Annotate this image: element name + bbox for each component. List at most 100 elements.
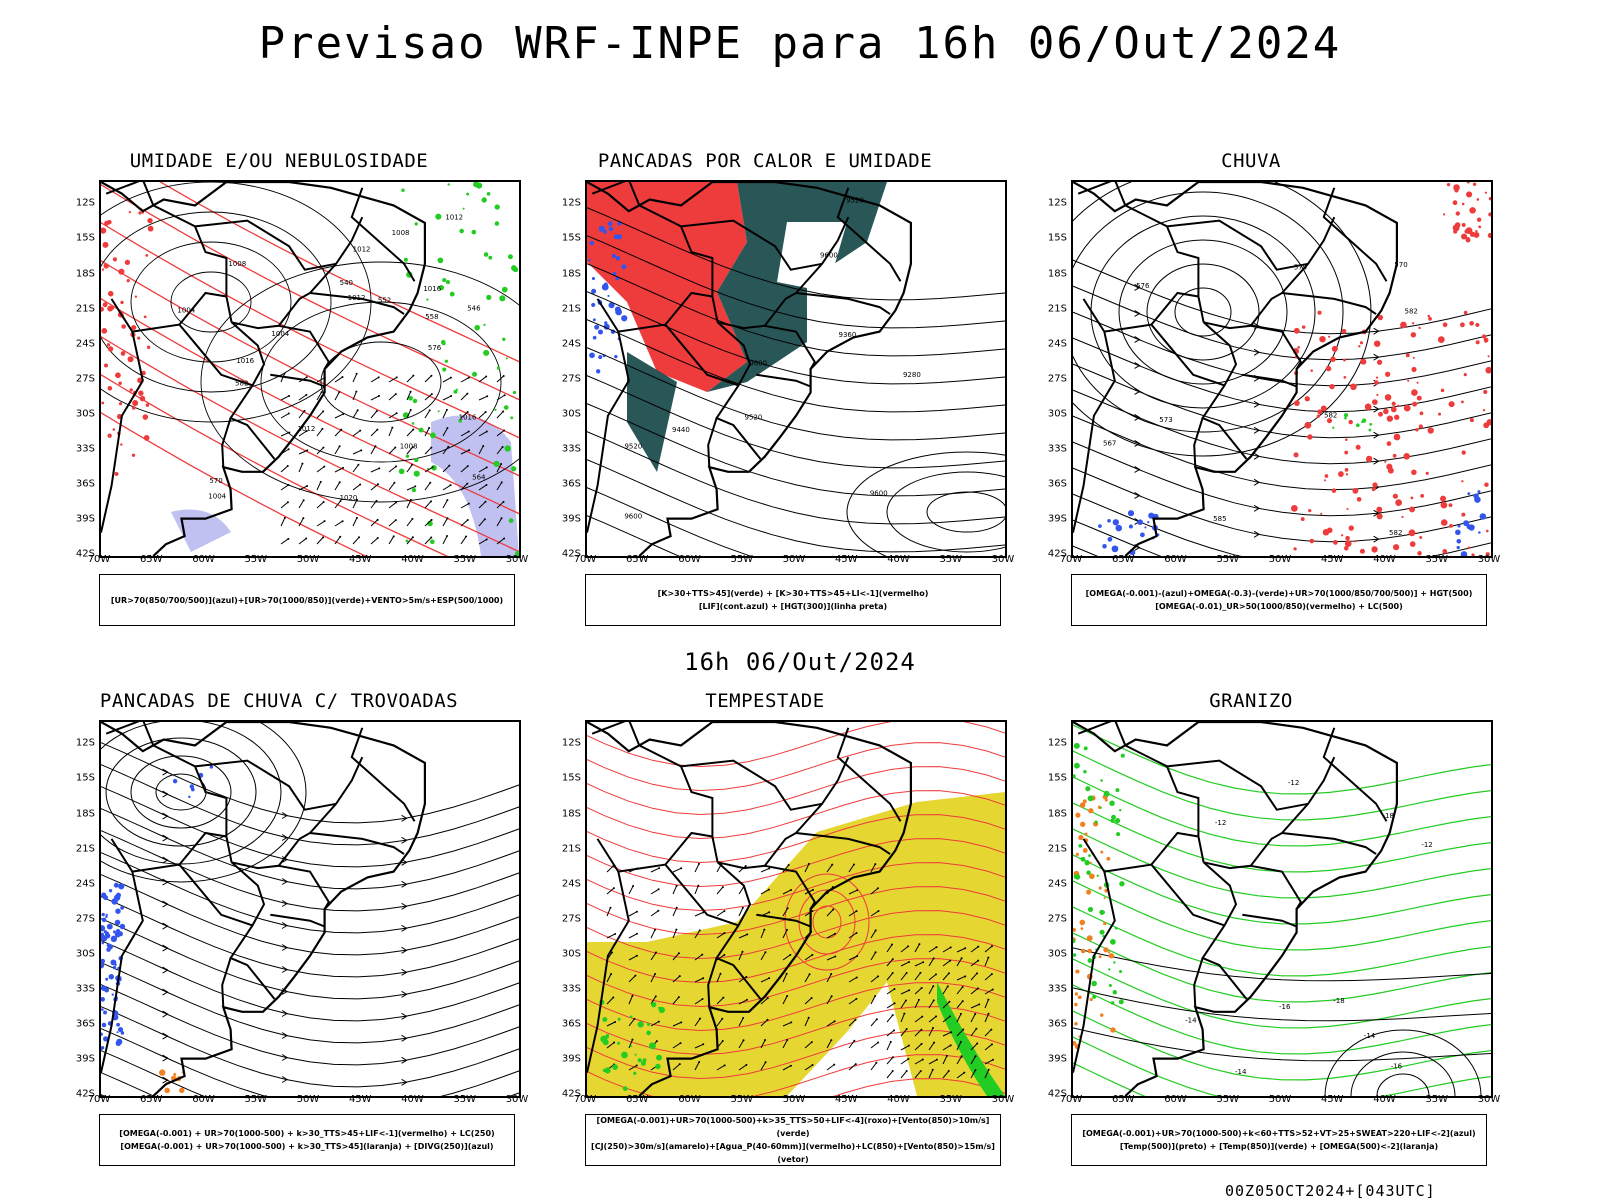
lat-tick-label: 12S (75, 197, 95, 209)
map-svg (587, 722, 1005, 1096)
lon-tick-label: 65W (1111, 1094, 1135, 1105)
contour-label: 1020 (340, 494, 358, 502)
lon-tick-label: 60W (678, 1094, 701, 1105)
lat-tick-label: 21S (1047, 303, 1067, 315)
country-border (764, 324, 816, 370)
country-border (1201, 384, 1248, 460)
contour-label: -18 (1333, 997, 1344, 1005)
lat-tick-label: 42S (1047, 548, 1067, 560)
map-area (585, 720, 1007, 1098)
map-panel-3: CHUVA 12S 15S 18S 21S 24S 27S 30S 33S 36S 39S 42S 58… (1031, 150, 1500, 650)
country-border (1250, 864, 1302, 910)
map-panel-1: UMIDADE E/OU NEBULOSIDADE 12S 15S 18S 21S 24S… (59, 150, 528, 650)
contour-label: 9520 (745, 414, 763, 422)
legend-line: [UR>70(850/700/500)](azul)+[UR>70(1000/8… (110, 595, 504, 605)
lat-tick-label: 39S (75, 513, 95, 525)
map-panel-5: TEMPESTADE 12S 15S 18S 21S 24S 27S 30S 33S 36S 39S… (545, 690, 1014, 1190)
lon-tick-label: 60W (192, 554, 215, 565)
latitude-axis: 12S 15S 18S 21S 24S 27S 30S 33S 36S 39S 42S (1033, 180, 1069, 560)
lon-tick-label: 45W (834, 1094, 858, 1105)
contour-label: 540 (340, 279, 353, 287)
country-border (105, 182, 233, 323)
contour-label: -14 (1364, 1032, 1376, 1040)
contour-label: 1012 (353, 245, 371, 253)
coastline (587, 722, 912, 1096)
contour-label: 582 (1324, 411, 1337, 419)
contour-label: 1008 (400, 443, 418, 451)
lat-tick-label: 27S (1047, 913, 1067, 925)
country-border (1203, 216, 1336, 330)
country-border (591, 182, 719, 323)
lat-tick-label: 30S (1047, 408, 1067, 420)
lat-tick-label: 24S (1047, 878, 1067, 890)
lat-tick-label: 18S (1047, 268, 1067, 279)
lat-tick-label: 24S (561, 338, 581, 350)
country-border (1250, 324, 1302, 370)
contour-label: -12 (1421, 841, 1432, 849)
contour-label: 9600 (870, 490, 888, 498)
contour-label: 9440 (672, 426, 690, 434)
latitude-axis: 12S 15S 18S 21S 24S 27S 30S 33S 36S 39S 42S (547, 720, 583, 1100)
contour-label: 1016 (423, 285, 441, 293)
country-border (194, 219, 337, 271)
lon-tick-label: 30W (505, 1094, 529, 1105)
contour-label: 1008 (392, 229, 410, 237)
lat-tick-label: 18S (75, 808, 95, 819)
contour-label: 567 (1103, 439, 1116, 447)
lat-tick-label: 39S (1047, 513, 1067, 525)
contour-label: 585 (1213, 515, 1226, 523)
country-border (350, 187, 416, 282)
country-border (309, 292, 405, 315)
lon-tick-label: 65W (625, 1094, 649, 1105)
panel-title: TEMPESTADE (705, 690, 825, 712)
lat-tick-label: 21S (75, 303, 95, 315)
lon-tick-label: 70W (573, 1094, 597, 1105)
country-border (1166, 219, 1309, 271)
country-border (1242, 913, 1297, 928)
country-border (270, 373, 325, 388)
country-border (707, 417, 718, 468)
coastline (1073, 722, 1398, 1096)
legend-line: [CJ(250)>30m/s](amarelo)+[Agua_P(40-60mm… (591, 1142, 995, 1164)
lat-tick-label: 36S (75, 1018, 95, 1030)
lat-tick-label: 15S (1047, 772, 1067, 784)
country-border (132, 831, 227, 873)
country-border (1166, 759, 1309, 811)
lon-tick-label: 45W (1320, 1094, 1344, 1105)
lat-tick-label: 12S (561, 737, 581, 749)
lon-tick-label: 35W (939, 1094, 963, 1105)
lon-tick-label: 55W (244, 1094, 268, 1105)
longitude-axis: 70W 65W 60W 55W 50W 45W 40W 35W 30W (1060, 554, 1501, 568)
contour-label: -18 (1383, 812, 1394, 820)
country-border (1104, 291, 1199, 333)
lat-tick-label: 18S (1047, 808, 1067, 819)
lon-tick-label: 30W (991, 554, 1015, 565)
lat-tick-label: 39S (1047, 1053, 1067, 1065)
contour-label: 1004 (271, 330, 289, 338)
panel-title: GRANIZO (1209, 690, 1293, 712)
country-border (132, 291, 227, 333)
legend-line: [K>30+TTS>45](verde) + [K>30+TTS>45+LI<-… (657, 589, 929, 598)
lon-tick-label: 55W (1216, 1094, 1240, 1105)
contour-label: -12 (1215, 819, 1226, 827)
lon-tick-label: 70W (1059, 1094, 1083, 1105)
lat-tick-label: 15S (1047, 232, 1067, 244)
map-area: 9600 9520 9600 9600 9520 9520 9440 9360 9280 9600 (585, 180, 1007, 558)
country-border (680, 219, 823, 271)
country-border (664, 861, 752, 927)
legend-line: [OMEGA(-0.001)-(azul)+OMEGA(-0.3)-(verde… (1085, 589, 1473, 598)
run-stamp: 00Z05OCT2024+[043UTC] (1225, 1182, 1436, 1200)
country-border (836, 187, 902, 282)
country-border (1203, 756, 1336, 870)
panel-legend: [UR>70(850/700/500)](azul)+[UR>70(1000/8… (99, 574, 515, 626)
lat-tick-label: 36S (1047, 1018, 1067, 1030)
country-border (795, 292, 891, 315)
coastline (101, 182, 426, 556)
contour-label: 582 (1389, 529, 1402, 537)
latitude-axis: 12S 15S 18S 21S 24S 27S 30S 33S 36S 39S 42S (547, 180, 583, 560)
coastline (1073, 182, 1398, 556)
lat-tick-label: 12S (1047, 737, 1067, 749)
lat-tick-label: 33S (75, 443, 95, 455)
instability-area-red (587, 182, 747, 392)
